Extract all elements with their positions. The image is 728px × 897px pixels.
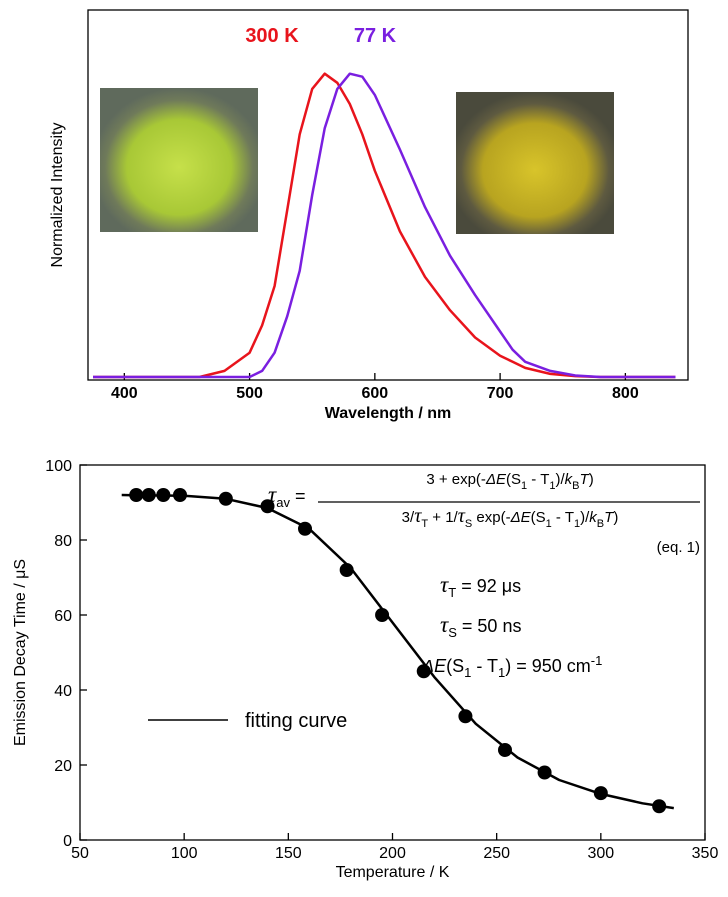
series-label: 300 K <box>245 25 299 47</box>
annotation-part: 1 <box>498 665 505 680</box>
x-tick-label: 150 <box>275 845 302 862</box>
annotation-part: 1 <box>521 480 527 492</box>
annotation-part: τ <box>458 505 466 527</box>
annotation-part: τ <box>440 572 449 597</box>
x-tick-label: 600 <box>361 385 388 402</box>
annotation-part: 1 <box>549 480 555 492</box>
annotation-part: = <box>290 486 306 506</box>
annotation-part: )/ <box>580 509 590 526</box>
annotation-part: -1 <box>591 653 603 668</box>
annotation-part: (eq. 1) <box>657 539 700 556</box>
annotation: (eq. 1) <box>657 539 700 556</box>
annotation-part: T <box>604 509 615 526</box>
annotation-part: + 1/ <box>428 509 458 526</box>
annotation-part: T <box>580 471 591 488</box>
annotation-part: ΔE <box>510 509 532 526</box>
annotation-part: 1 <box>464 665 471 680</box>
x-tick-label: 700 <box>487 385 514 402</box>
x-tick-label: 200 <box>379 845 406 862</box>
y-tick-label: 60 <box>54 608 72 625</box>
x-tick-label: 800 <box>612 385 639 402</box>
y-axis-label: Normalized Intensity <box>49 123 66 268</box>
annotation-part: 3/ <box>402 509 415 526</box>
series-line <box>93 72 676 379</box>
x-axis-label: Temperature / K <box>336 864 450 881</box>
annotation-part: (S <box>506 471 521 488</box>
x-tick-label: 500 <box>236 385 263 402</box>
annotation-part: T <box>448 585 456 600</box>
y-axis-label: Emission Decay Time / μS <box>12 559 29 746</box>
annotation: 3 + exp(-ΔE(S1 - T1)/kBT) <box>426 471 593 492</box>
annotation-part: = 50 ns <box>457 616 522 636</box>
series-label: 77 K <box>354 25 397 47</box>
annotation-part: τ <box>268 482 277 507</box>
annotation-part: (S <box>531 509 546 526</box>
annotation-part: 1 <box>546 518 552 530</box>
annotation: 3/τT + 1/τS exp(-ΔE(S1 - T1)/kBT) <box>402 505 619 530</box>
annotation-part: exp(- <box>472 509 510 526</box>
annotation-part: 3 + exp(- <box>426 471 486 488</box>
annotation-part: av <box>276 495 290 510</box>
x-tick-label: 250 <box>483 845 510 862</box>
y-tick-label: 80 <box>54 533 72 550</box>
annotation-part: - T <box>552 509 574 526</box>
annotation-part: = 92 μs <box>456 576 521 596</box>
y-tick-label: 0 <box>63 833 72 850</box>
annotation-part: τ <box>414 505 422 527</box>
annotation-part: T <box>421 518 428 530</box>
annotation-part: k <box>565 471 574 488</box>
photo <box>456 92 614 234</box>
plot-frame <box>87 9 689 381</box>
data-point <box>458 709 473 724</box>
y-tick-label: 20 <box>54 758 72 775</box>
x-tick-label: 400 <box>111 385 138 402</box>
x-tick-label: 50 <box>71 845 89 862</box>
annotation-part: ) = 950 cm <box>505 656 591 676</box>
annotation: τT = 92 μs <box>440 572 521 600</box>
annotation-part: )/ <box>556 471 566 488</box>
annotation-part: B <box>572 480 579 492</box>
x-tick-label: 300 <box>587 845 614 862</box>
annotation-part: S <box>448 625 457 640</box>
x-axis-label: Wavelength / nm <box>325 405 452 422</box>
annotation: ΔE(S1 - T1) = 950 cm-1 <box>421 653 602 680</box>
y-tick-label: 40 <box>54 683 72 700</box>
annotation-part: ΔE <box>485 471 507 488</box>
x-tick-label: 350 <box>692 845 719 862</box>
annotation-part: (S <box>446 656 464 676</box>
annotation: τav = <box>268 482 305 510</box>
annotation-part: τ <box>440 612 449 637</box>
series-line <box>93 72 676 379</box>
photo <box>100 88 258 232</box>
annotation-part: B <box>597 518 604 530</box>
data-point <box>498 743 512 757</box>
series-line <box>121 493 674 810</box>
annotation-part: ) <box>613 509 618 526</box>
annotation: τS = 50 ns <box>440 612 521 640</box>
annotation-part: ) <box>589 471 594 488</box>
x-tick-label: 100 <box>171 845 198 862</box>
y-tick-label: 100 <box>45 458 72 475</box>
legend-label: fitting curve <box>245 710 347 732</box>
annotation-part: ΔE <box>421 656 447 676</box>
annotation-part: 1 <box>574 518 580 530</box>
annotation-part: - T <box>527 471 549 488</box>
annotation-part: - T <box>471 656 498 676</box>
annotation-part: S <box>465 518 472 530</box>
annotation-part: k <box>589 509 598 526</box>
